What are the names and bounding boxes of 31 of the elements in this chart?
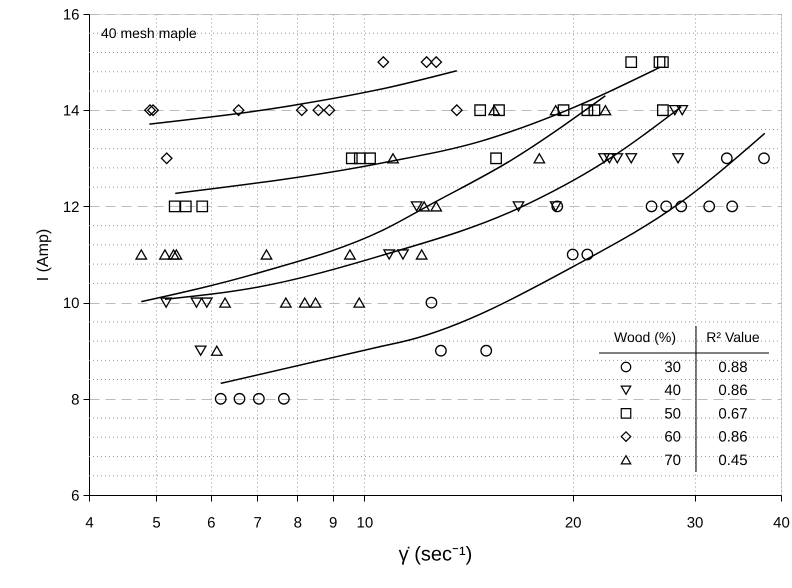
- x-tick-label: 20: [564, 514, 582, 532]
- x-tick-label: 5: [152, 514, 161, 532]
- annotation: 0.86: [718, 428, 748, 446]
- y-axis-title: I (Amp): [34, 228, 52, 282]
- legend-label: 40: [664, 382, 681, 400]
- legend-label: 70: [664, 452, 681, 469]
- annotation: 0.88: [718, 359, 748, 376]
- x-tick-label: 9: [329, 514, 338, 532]
- annotation: 40 mesh maple: [101, 25, 197, 41]
- x-tick-label: 30: [686, 514, 704, 532]
- x-axis-title: γ̇ (sec⁻¹): [398, 544, 472, 566]
- y-tick-label: 8: [71, 391, 80, 408]
- legend-label: 30: [664, 359, 681, 376]
- annotation: 0.67: [718, 405, 748, 422]
- annotation: R² Value: [706, 329, 760, 345]
- y-tick-label: 6: [71, 488, 80, 504]
- x-tick-label: 4: [85, 514, 94, 532]
- annotation: 0.86: [718, 382, 748, 400]
- y-tick-label: 14: [62, 102, 80, 120]
- x-tick-label: 10: [356, 514, 374, 532]
- annotation: 0.45: [718, 452, 748, 469]
- y-tick-label: 10: [62, 295, 80, 312]
- x-tick-label: 7: [254, 514, 262, 532]
- legend-label: 50: [664, 405, 681, 422]
- y-tick-label: 12: [62, 198, 80, 216]
- legend-label: 60: [664, 428, 681, 446]
- x-tick-label: 6: [207, 514, 216, 532]
- y-tick-label: 16: [62, 6, 80, 24]
- legend-title: Wood (%): [614, 329, 676, 345]
- x-tick-label: 40: [773, 514, 790, 532]
- x-tick-label: 8: [294, 514, 302, 532]
